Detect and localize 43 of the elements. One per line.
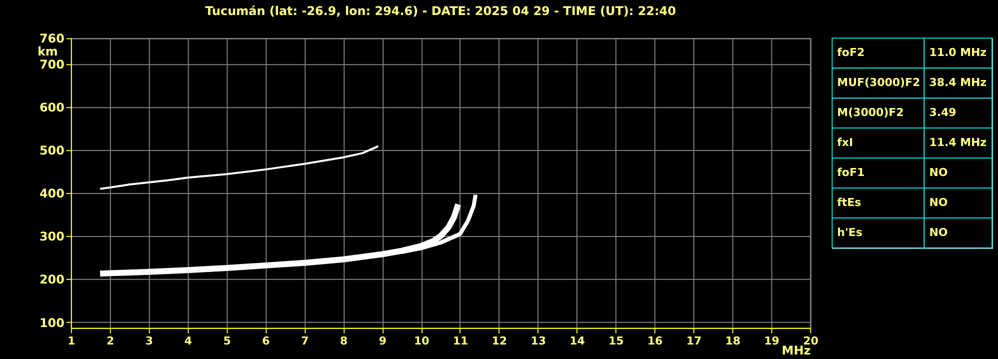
x-tick-label: 7 [301,334,309,348]
x-tick-label: 12 [492,334,508,348]
x-tick-label: 14 [570,334,586,348]
x-tick-label: 1 [68,334,76,348]
category-label: foF1 [837,166,865,180]
category-label: h'Es [837,226,863,239]
y-tick-label: 400 [39,186,64,201]
x-tick-label: 18 [725,334,741,348]
chart-title: Tucumán (lat: -26.9, lon: 294.6) - DATE: 2025 04 29 - TIME (UT): 22:40 [205,4,676,18]
x-tick-label: 9 [378,334,387,348]
x-tick-label: 8 [340,334,348,348]
y-tick-label: 600 [39,100,64,115]
text: NO [929,196,948,209]
text: 38.4 MHz [929,76,987,90]
category-label: foF2 [837,46,865,60]
y-tick-label: 500 [39,144,64,158]
x-tick-label: 19 [764,334,780,348]
x-tick-label: 4 [184,334,192,348]
x-tick-label: 3 [145,334,154,348]
text: 11.4 MHz [929,136,987,150]
category-label: M(3000)F2 [837,106,904,120]
y-tick-label: 700 [39,57,64,72]
y-tick-label: 100 [39,316,64,330]
x-tick-label: 6 [262,334,270,348]
text: 11.0 MHz [929,46,987,60]
x-tick-label: 5 [223,334,231,348]
x-tick-label: 11 [452,334,468,348]
y-axis-title: km [37,44,58,59]
category-label: fxI [837,136,854,150]
y-tick-label: 760 [39,32,64,46]
x-tick-label: 10 [414,334,430,348]
x-tick-label: 15 [608,334,624,348]
x-tick-label: 16 [647,334,664,348]
y-tick-label: 300 [39,230,64,244]
text: 3.49 [929,106,956,120]
x-tick-label: 2 [106,334,114,348]
text: NO [929,166,948,180]
y-tick-label: 200 [39,272,64,287]
category-label: ftEs [837,196,862,209]
category-label: MUF(3000)F2 [837,76,920,90]
text: NO [929,226,948,239]
x-tick-label: 13 [530,334,546,348]
x-tick-label: 17 [686,334,702,348]
